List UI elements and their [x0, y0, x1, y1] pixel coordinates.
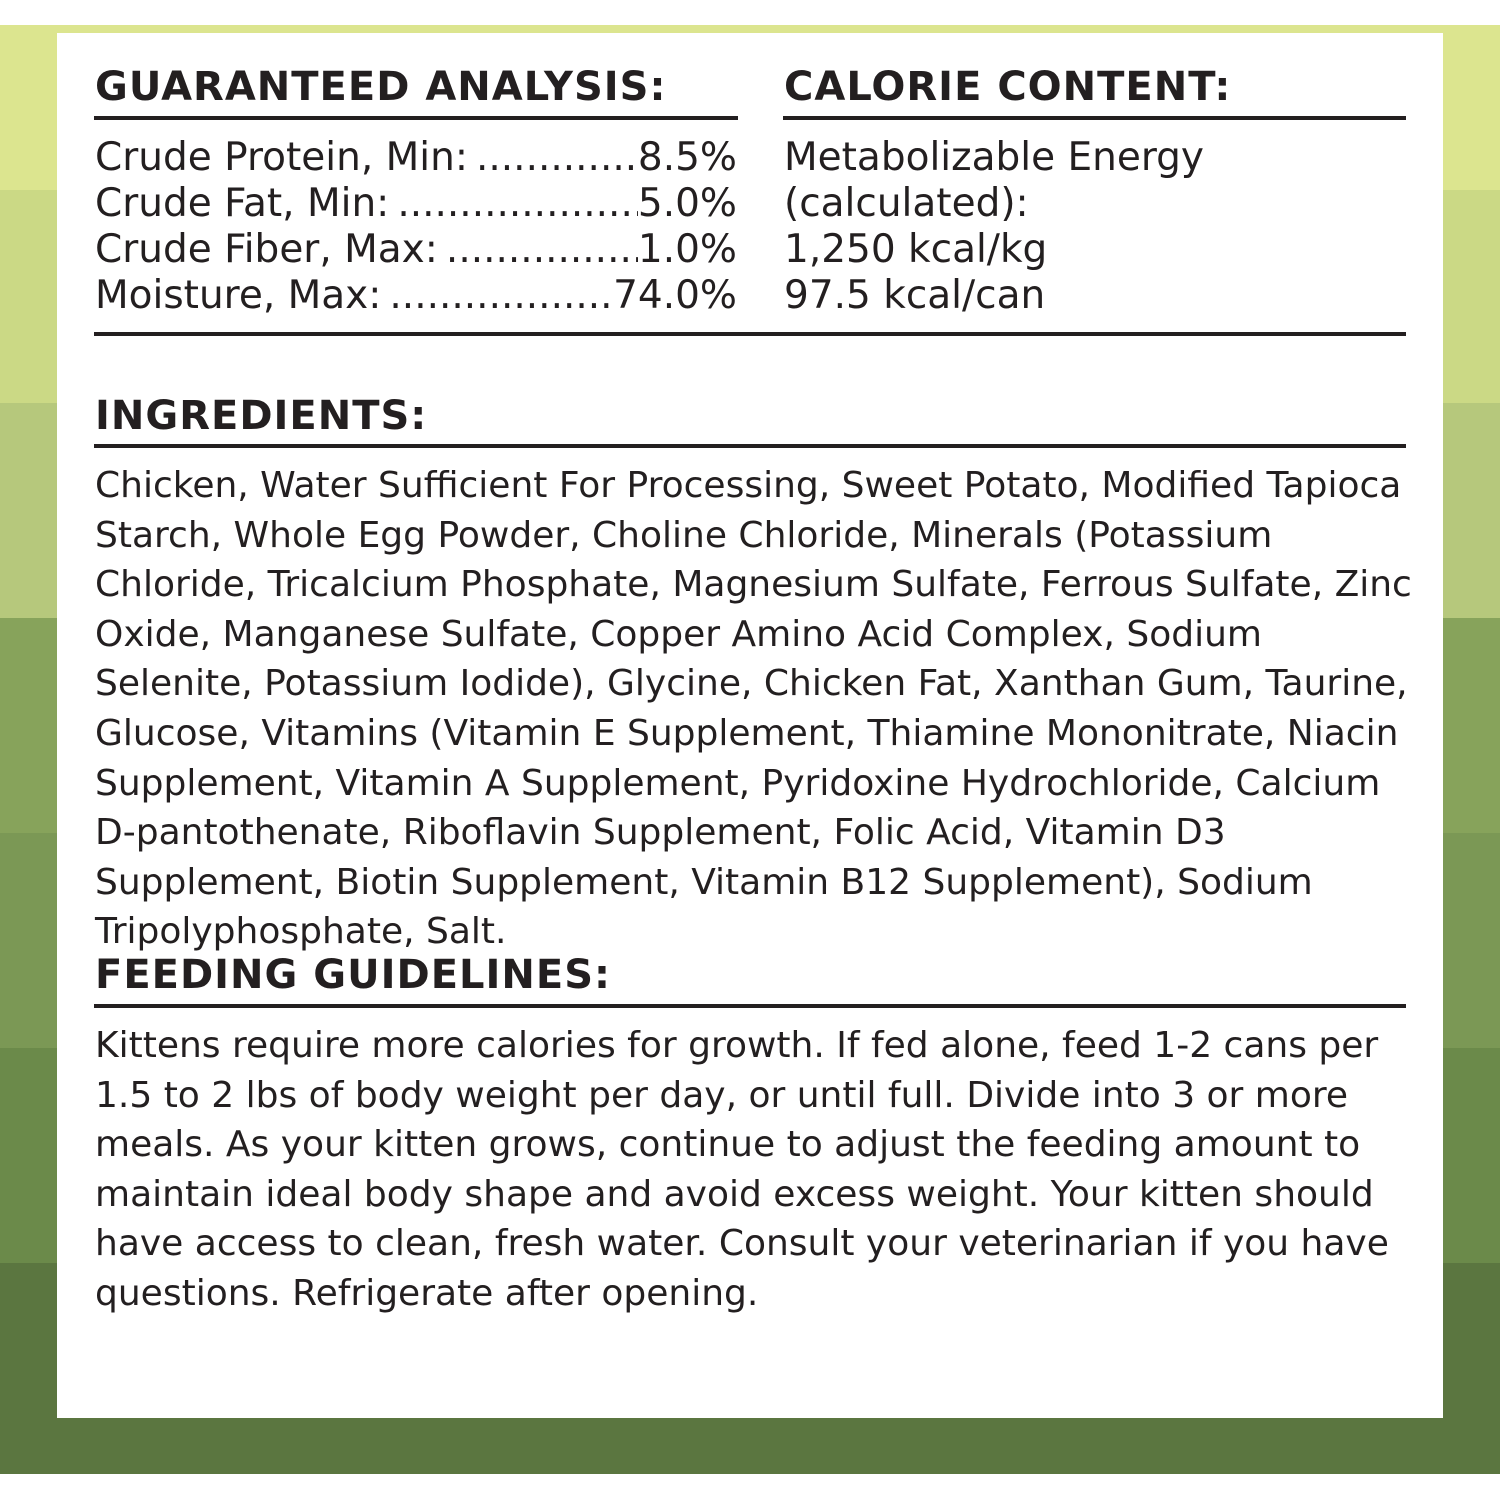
ingredients-heading: INGREDIENTS: [95, 393, 428, 439]
feeding-guidelines-heading: FEEDING GUIDELINES: [95, 952, 611, 998]
analysis-row: Crude Fiber, Max: 1.0% [95, 227, 737, 273]
feeding-guidelines-text: Kittens require more calories for growth… [95, 1025, 1389, 1314]
analysis-label: Crude Fiber, Max: [95, 227, 438, 272]
guaranteed-analysis-table: Crude Protein, Min: 8.5% Crude Fat, Min: 5… [95, 135, 737, 319]
analysis-row: Crude Fat, Min: 5.0% [95, 181, 737, 227]
guaranteed-analysis-heading: GUARANTEED ANALYSIS: [95, 64, 667, 110]
calorie-content-heading: CALORIE CONTENT: [784, 64, 1232, 110]
divider [783, 116, 1406, 120]
divider [94, 444, 1406, 448]
calorie-line: Metabolizable Energy [784, 135, 1205, 180]
analysis-value: 8.5% [637, 135, 737, 180]
analysis-label: Crude Fat, Min: [95, 181, 390, 226]
analysis-label: Moisture, Max: [95, 273, 382, 318]
analysis-value: 1.0% [637, 227, 737, 272]
calorie-line: 97.5 kcal/can [784, 273, 1046, 318]
analysis-label: Crude Protein, Min: [95, 135, 468, 180]
calorie-content: Metabolizable Energy (calculated): 1,250… [784, 135, 1204, 319]
calorie-line: (calculated): [784, 181, 1029, 226]
divider [94, 332, 1406, 336]
calorie-line: 1,250 kcal/kg [784, 227, 1048, 272]
analysis-row: Crude Protein, Min: 8.5% [95, 135, 737, 181]
ingredients-text: Chicken, Water Sufficient For Processing… [95, 465, 1412, 953]
analysis-value: 74.0% [613, 273, 737, 318]
label-panel: GUARANTEED ANALYSIS: Crude Protein, Min:… [57, 33, 1443, 1418]
analysis-row: Moisture, Max: 74.0% [95, 273, 737, 319]
divider [94, 116, 738, 120]
analysis-value: 5.0% [637, 181, 737, 226]
divider [94, 1004, 1406, 1008]
